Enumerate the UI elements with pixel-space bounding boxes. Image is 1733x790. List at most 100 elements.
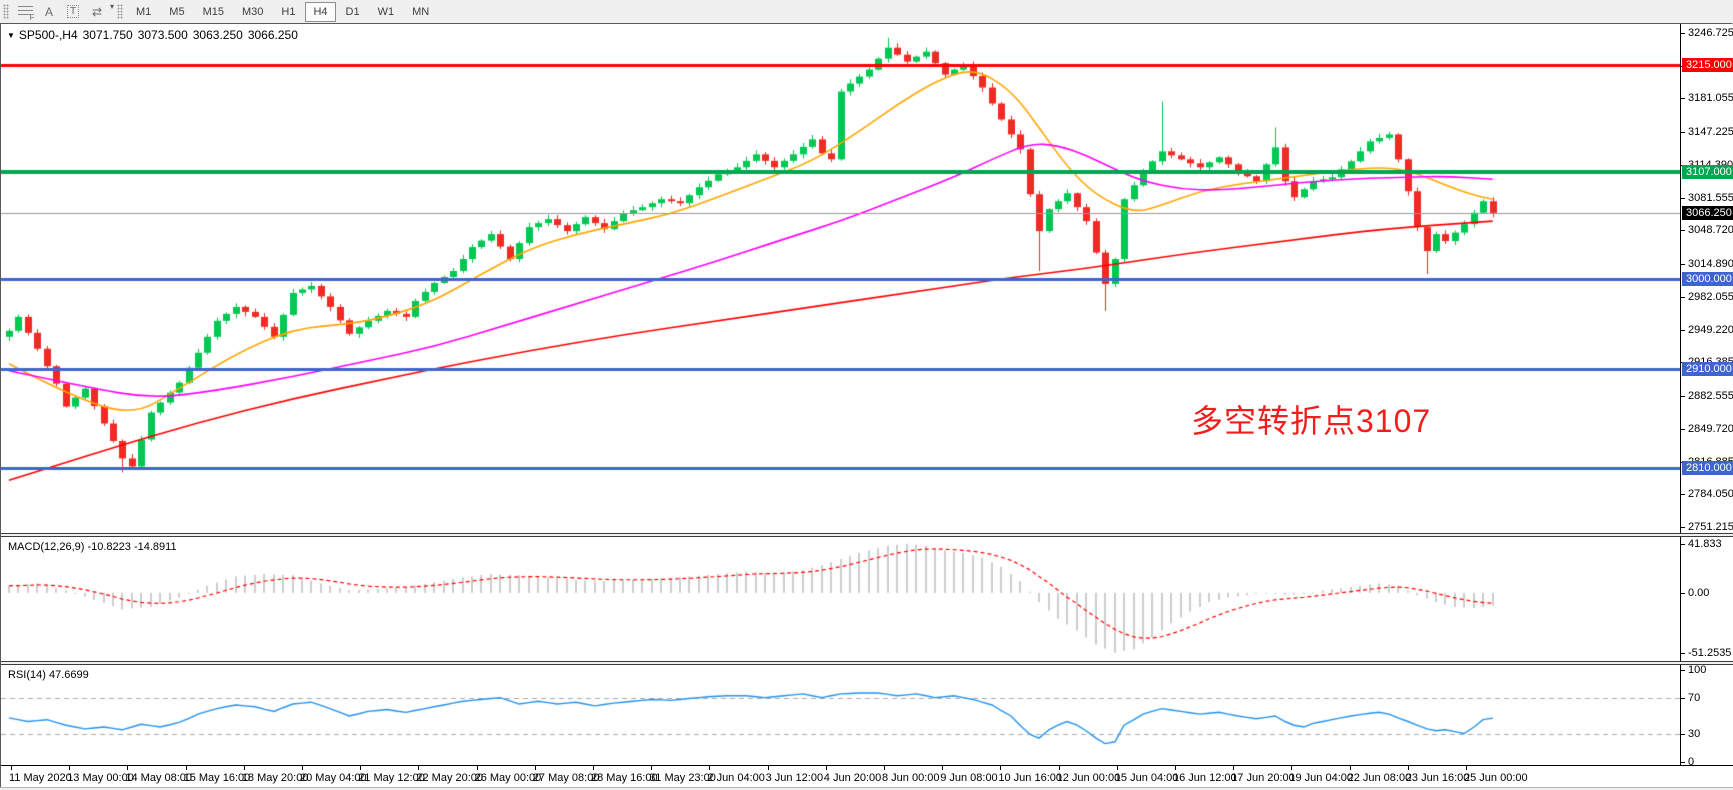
rsi-axis[interactable]: 100 70 30 0 [1680,664,1733,768]
time-tick-label: 9 Jun 08:00 [940,772,998,784]
axis-tick-label: 0 [1688,756,1695,768]
time-tick-label: 12 Jun 00:00 [1056,772,1121,784]
timeframe-button-m5[interactable]: M5 [169,6,185,18]
text-label-tool-button[interactable]: A [37,2,61,21]
collapse-icon[interactable]: ▼ [7,31,15,40]
price-level-badge: 3215.000 [1682,58,1733,72]
timeframe-button-h4[interactable]: H4 [305,1,336,22]
text-icon: T [66,5,80,18]
axis-tick-label: 70 [1688,692,1701,704]
time-tick [593,766,594,770]
time-tick-label: 20 May 04:00 [300,772,367,784]
toolbar: F A T ⇄ ▾ M1 M5 M15 M30 H1 H4 D1 W1 MN [0,0,1733,24]
axis-tick-label: 3014.890 [1688,258,1733,270]
axis-tick [1681,494,1685,495]
time-tick-label: 31 May 23:00 [649,772,716,784]
time-tick [360,766,362,770]
time-tick [69,766,71,770]
time-tick [243,766,245,770]
chart-title: ▼ SP500-,H4 3071.750 3073.500 3063.250 3066.2… [7,28,303,42]
panel-splitter[interactable] [1,533,1733,537]
axis-tick [1681,593,1685,594]
time-tick [825,766,827,770]
axis-tick [1681,527,1685,528]
time-tick-label: 19 Jun 04:00 [1289,772,1354,784]
time-tick [1407,766,1409,770]
macd-axis[interactable]: 41.833 0.00 -51.2535 [1680,537,1733,661]
text-box-tool-button[interactable]: T [61,2,85,21]
time-tick [1000,766,1002,770]
time-tick [884,766,885,770]
axis-tick [1681,264,1685,265]
cycle-arrows-tool-icon: ⇄ [91,4,103,19]
time-tick-label: 22 May 20:00 [416,772,484,784]
time-tick [1175,766,1176,770]
price-level-badge: 3107.000 [1682,165,1733,179]
axis-tick-label: -51.2535 [1688,647,1732,659]
toolbar-grip[interactable] [3,4,9,19]
axis-tick-label: 2882.555 [1688,390,1733,402]
annotation-text: 多空转折点3107 [1191,403,1432,439]
axis-tick [1681,132,1685,133]
price-level-badge: 2910.000 [1682,362,1733,376]
axis-tick-label: 3181.055 [1688,92,1733,104]
timeframe-button-m1[interactable]: M1 [136,6,152,18]
axis-tick-label: 2982.055 [1688,291,1733,303]
text-label-tool-icon: A [44,4,53,19]
axis-tick-label: 2849.720 [1688,423,1733,435]
toolbar-grip2[interactable] [117,4,124,19]
cycle-arrows-tool-button[interactable]: ⇄ [85,2,109,21]
time-axis[interactable]: 11 May 2020 13 May 00:00 14 May 08:00 15 Ma… [1,765,1733,788]
timeframe-button-h1[interactable]: H1 [281,6,296,18]
axis-tick-label: 41.833 [1688,538,1722,550]
axis-tick-label: 3147.225 [1688,126,1733,138]
rsi-canvas[interactable] [1,665,1680,765]
axis-tick-label: 3081.555 [1688,192,1733,204]
panel-splitter2[interactable] [1,661,1733,665]
time-tick-label: 10 Jun 16:00 [998,772,1063,784]
timeframe-button-mn[interactable]: MN [412,6,430,18]
time-tick [651,766,653,770]
macd-canvas[interactable] [1,537,1680,661]
time-tick [185,766,187,770]
timeframe-button-w1[interactable]: W1 [377,6,395,18]
symbol-period-label: SP500-,H4 [18,28,78,42]
macd-panel: MACD(12,26,9) -10.8223 -14.8911 41.833 0.… [1,537,1733,661]
time-tick [302,766,303,770]
time-tick [127,766,129,770]
fibonacci-grid-icon: F [17,5,35,22]
time-tick [709,766,711,770]
price-axis[interactable]: 3246.7253213.8903181.0553147.2253114.390… [1680,24,1733,533]
tools-dropdown-icon[interactable]: ▾ [110,2,115,11]
axis-tick-label: 2751.215 [1688,521,1733,533]
time-tick [1349,766,1351,770]
time-tick [418,766,420,770]
low-value: 3063.250 [192,28,243,42]
time-tick [11,766,12,770]
time-tick-label: 18 May 20:00 [241,772,309,784]
time-tick-label: 28 May 16:00 [591,772,658,784]
time-tick-label: 27 May 08:00 [532,772,600,784]
price-level-badge: 3000.000 [1682,272,1733,286]
price-level-badge: 2810.000 [1682,461,1733,475]
close-value: 3066.250 [247,28,298,42]
timeframe-button-m30[interactable]: M30 [241,6,264,18]
axis-tick [1681,98,1685,99]
rsi-label: RSI(14) 47.6699 [8,669,89,681]
time-tick-label: 23 Jun 16:00 [1405,772,1470,784]
axis-tick [1681,544,1685,545]
timeframe-button-m15[interactable]: M15 [202,6,224,18]
drawing-tools-group: F A T ⇄ ▾ [13,2,115,22]
axis-tick [1681,297,1685,298]
axis-tick [1681,670,1685,671]
axis-tick-label: 100 [1688,664,1707,676]
time-tick-label: 8 Jun 00:00 [882,772,940,784]
timeframe-button-d1[interactable]: D1 [345,6,360,18]
time-tick-label: 3 Jun 12:00 [765,772,824,784]
time-tick [1291,766,1293,770]
price-chart-canvas[interactable] [1,24,1680,533]
timeframe-buttons-group: M1 M5 M15 M30 H1 H4 D1 W1 MN [127,1,438,22]
time-tick [534,766,536,770]
fibonacci-grid-tool-button[interactable]: F [13,2,37,22]
time-tick-label: 13 May 00:00 [67,772,134,784]
